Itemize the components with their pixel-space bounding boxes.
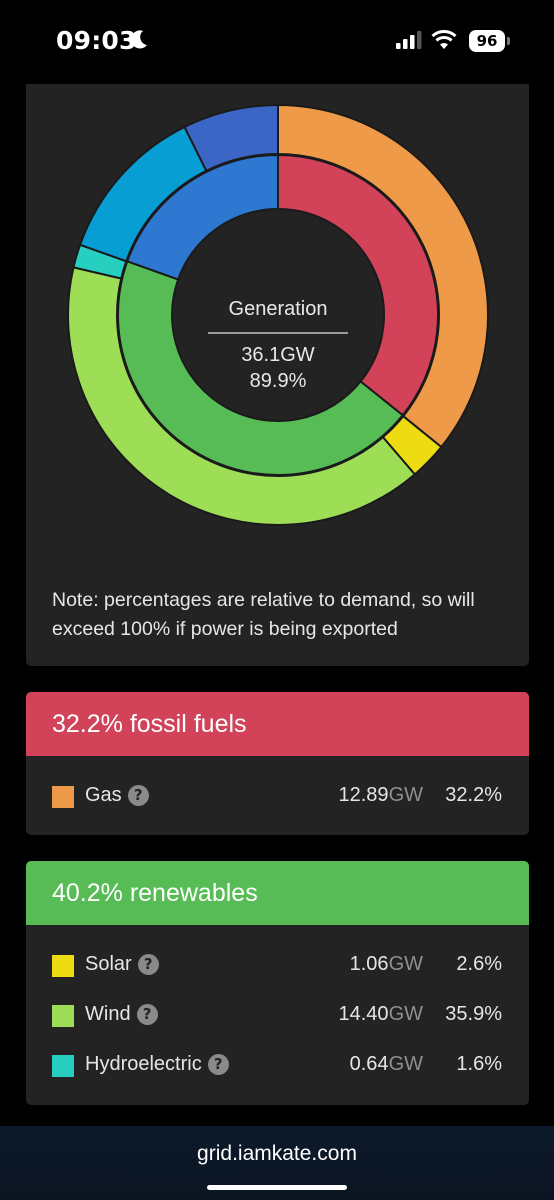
wind-label: Wind [85, 1003, 131, 1025]
solar-percent: 2.6% [456, 953, 502, 975]
source-row-gas: Gas? 12.89GW 32.2% [26, 782, 529, 812]
home-indicator[interactable] [207, 1185, 347, 1190]
chart-note: Note: percentages are relative to demand… [52, 589, 475, 640]
hydroelectric-label: Hydroelectric [85, 1053, 202, 1075]
solar-gw-unit: GW [388, 953, 423, 975]
gas-swatch [52, 786, 74, 808]
gas-gw-value: 12.89 [338, 784, 389, 806]
wind-help-icon[interactable]: ? [136, 1004, 158, 1025]
battery-nub [507, 37, 510, 45]
donut-center-values: 36.1GW 89.9% [202, 342, 354, 394]
generation-donut-chart [67, 103, 489, 526]
hydroelectric-help-icon[interactable]: ? [207, 1054, 229, 1075]
signal-icon [396, 31, 422, 49]
generation-percent: 89.9% [249, 370, 307, 392]
browser-address-bar[interactable]: grid.iamkate.com [0, 1126, 554, 1200]
donut-center-title: Generation [228, 298, 328, 320]
solar-label: Solar [85, 953, 132, 975]
hydroelectric-swatch [52, 1055, 74, 1077]
fossil-fuels-section: 32.2% fossil fuels Gas? 12.89GW 32.2% [26, 692, 529, 835]
donut-center-divider [208, 332, 348, 334]
status-bar: 09:03 96 [0, 0, 554, 84]
gas-gw: 12.89GW [339, 784, 424, 807]
gas-gw-unit: GW [388, 784, 423, 806]
renewables-header[interactable]: 40.2% renewables [26, 861, 529, 925]
wind-swatch [52, 1005, 74, 1027]
inner-segment-renewables [117, 260, 405, 476]
renewables-section: 40.2% renewables Solar? 1.06GW 2.6% Wind… [26, 861, 529, 1105]
source-row-solar: Solar? 1.06GW 2.6% [26, 951, 529, 981]
solar-help-icon[interactable]: ? [137, 954, 159, 975]
wind-percent: 35.9% [445, 1003, 502, 1025]
source-row-wind: Wind? 14.40GW 35.9% [26, 1001, 529, 1031]
generation-gw: 36.1GW [241, 344, 315, 366]
solar-label-wrap: Solar? [85, 953, 159, 976]
wind-gw-unit: GW [388, 1003, 423, 1025]
solar-swatch [52, 955, 74, 977]
moon-icon [130, 30, 147, 49]
gas-label: Gas [85, 784, 122, 806]
solar-gw: 1.06GW [350, 953, 423, 976]
url-text[interactable]: grid.iamkate.com [197, 1142, 357, 1165]
hydroelectric-label-wrap: Hydroelectric? [85, 1053, 229, 1076]
wind-gw: 14.40GW [339, 1003, 424, 1026]
gas-label-wrap: Gas? [85, 784, 149, 807]
gas-help-icon[interactable]: ? [127, 785, 149, 806]
wind-label-wrap: Wind? [85, 1003, 158, 1026]
hydroelectric-gw-value: 0.64 [349, 1053, 389, 1075]
wifi-icon [431, 30, 457, 49]
fossil-fuels-header[interactable]: 32.2% fossil fuels [26, 692, 529, 756]
source-row-hydroelectric: Hydroelectric? 0.64GW 1.6% [26, 1051, 529, 1081]
inner-segment-fossil-fuels [277, 153, 439, 417]
battery-icon: 96 [469, 30, 505, 52]
generation-chart-card: Generation 36.1GW 89.9% Note: percentage… [26, 84, 529, 666]
gas-percent: 32.2% [445, 784, 502, 806]
inner-segment-other-2 [125, 153, 279, 281]
wind-gw-value: 14.40 [338, 1003, 389, 1025]
status-time: 09:03 [56, 26, 137, 55]
solar-gw-value: 1.06 [349, 953, 389, 975]
hydroelectric-gw: 0.64GW [350, 1053, 423, 1076]
hydroelectric-percent: 1.6% [456, 1053, 502, 1075]
hydroelectric-gw-unit: GW [388, 1053, 423, 1075]
